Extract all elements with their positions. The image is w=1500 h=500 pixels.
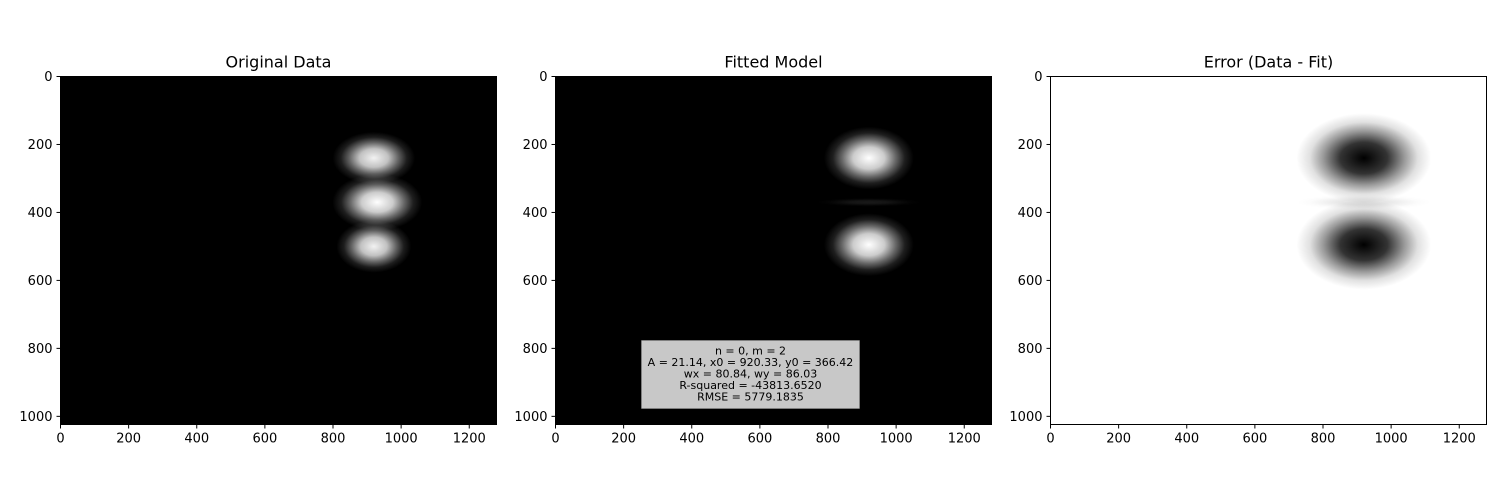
y-tick-label: 0 (1034, 70, 1042, 85)
y-tick-label: 600 (523, 274, 548, 289)
annotation-background (641, 340, 860, 409)
intensity-spot (336, 220, 412, 273)
subplot-3: Error (Data - Fit) 0 200 400 600 800 1000 1200 0… (1009, 53, 1487, 447)
y-tick-label: 1000 (19, 410, 52, 425)
subplot-title: Fitted Model (724, 53, 822, 72)
annotation-line: R-squared = -43813.6520 (679, 379, 821, 392)
y-tick-label: 600 (1018, 274, 1043, 289)
intensity-spot (823, 213, 914, 277)
image-content (1296, 113, 1432, 290)
y-tick-label: 1000 (514, 410, 547, 425)
subplot-2: Fitted Model 0 200 400 600 800 1000 1200 0 200 400… (514, 53, 992, 447)
y-tick-label: 200 (28, 138, 53, 153)
x-tick-label: 400 (184, 432, 209, 447)
subplot-title: Original Data (226, 53, 332, 72)
y-tick-label: 400 (28, 206, 53, 221)
x-tick-label: 400 (1174, 432, 1199, 447)
x-tick-label: 1200 (1443, 432, 1476, 447)
x-tick-label: 1000 (880, 432, 913, 447)
image-content (332, 131, 423, 273)
subplot-1: Original Data 0 200 400 600 800 1000 1200 0 200 40… (19, 53, 497, 447)
x-tick-label: 200 (1106, 432, 1131, 447)
x-tick-label: 800 (816, 432, 841, 447)
y-tick-label: 0 (539, 70, 547, 85)
y-tick-label: 0 (44, 70, 52, 85)
axes-frame (1050, 76, 1487, 425)
y-tick-label: 800 (523, 342, 548, 357)
x-tick-label: 200 (116, 432, 141, 447)
axes-frame (555, 76, 992, 425)
intensity-spot (823, 126, 914, 190)
x-tick-label: 1200 (453, 432, 486, 447)
x-tick-label: 0 (551, 432, 559, 447)
fit-parameters-box: n = 0, m = 2A = 21.14, x0 = 920.33, y0 =… (641, 340, 860, 409)
image-background (60, 76, 497, 425)
x-tick-label: 400 (679, 432, 704, 447)
y-tick-label: 1000 (1009, 410, 1042, 425)
intensity-spot (1296, 113, 1432, 203)
intensity-spot (332, 173, 423, 231)
intensity-spot (332, 131, 416, 185)
y-tick-label: 800 (28, 342, 53, 357)
image-content (816, 126, 922, 277)
intensity-spot (1296, 199, 1432, 290)
intensity-spot (816, 197, 922, 207)
x-tick-label: 800 (321, 432, 346, 447)
y-tick-label: 800 (1018, 342, 1043, 357)
x-tick-label: 0 (1046, 432, 1054, 447)
y-tick-label: 200 (523, 138, 548, 153)
y-tick-label: 400 (523, 206, 548, 221)
axes-frame (60, 76, 497, 425)
subplot-title: Error (Data - Fit) (1204, 53, 1333, 72)
x-tick-label: 1000 (385, 432, 418, 447)
y-tick-label: 200 (1018, 138, 1043, 153)
x-tick-label: 0 (56, 432, 64, 447)
x-tick-label: 600 (1242, 432, 1267, 447)
x-tick-label: 600 (252, 432, 277, 447)
x-tick-label: 600 (747, 432, 772, 447)
annotation-line: wx = 80.84, wy = 86.03 (684, 368, 817, 381)
x-tick-label: 200 (611, 432, 636, 447)
annotation-line: n = 0, m = 2 (715, 345, 786, 358)
annotation-line: A = 21.14, x0 = 920.33, y0 = 366.42 (648, 356, 854, 369)
y-tick-label: 400 (1018, 206, 1043, 221)
x-tick-label: 1000 (1375, 432, 1408, 447)
x-tick-label: 1200 (948, 432, 981, 447)
x-tick-label: 800 (1311, 432, 1336, 447)
y-tick-label: 600 (28, 274, 53, 289)
annotation-line: RMSE = 5779.1835 (697, 391, 804, 404)
